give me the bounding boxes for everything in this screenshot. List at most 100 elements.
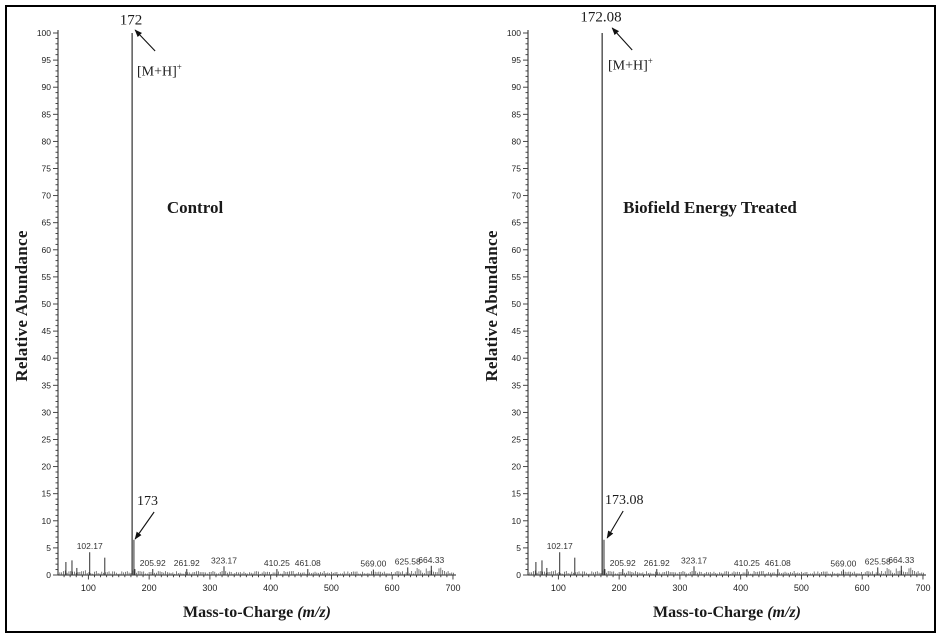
y-tick-label: 60 — [512, 245, 522, 255]
y-tick-label: 70 — [512, 191, 522, 201]
adduct-text: [M+H] — [608, 58, 648, 74]
y-tick-label: 40 — [42, 353, 52, 363]
peak-value-label: 625.58 — [865, 556, 891, 566]
y-tick-label: 25 — [512, 435, 522, 445]
panel-title: Control — [166, 198, 224, 217]
x-tick-label: 200 — [142, 583, 157, 593]
peak-value-label: 625.58 — [395, 556, 421, 566]
y-tick-label: 25 — [42, 435, 52, 445]
isotope-peak-label: 173.08 — [605, 493, 644, 508]
y-tick-label: 20 — [42, 462, 52, 472]
x-tick-label: 400 — [733, 583, 748, 593]
y-tick-label: 5 — [46, 543, 51, 553]
panel-title: Biofield Energy Treated — [623, 198, 797, 217]
y-tick-label: 55 — [42, 272, 52, 282]
x-axis-label-mz: (m/z) — [297, 604, 331, 621]
y-axis-label: Relative Abundance — [12, 230, 31, 382]
y-tick-label: 70 — [42, 191, 52, 201]
base-peak-arrow — [134, 29, 156, 52]
isotope-peak-arrow — [134, 511, 155, 540]
x-tick-label: 600 — [855, 583, 870, 593]
y-tick-label: 50 — [42, 299, 52, 309]
y-tick-label: 10 — [512, 516, 522, 526]
y-tick-label: 10 — [42, 516, 52, 526]
y-axis-label: Relative Abundance — [482, 230, 501, 382]
y-tick-label: 45 — [512, 326, 522, 336]
y-tick-label: 65 — [512, 218, 522, 228]
peak-value-label: 323.17 — [681, 555, 707, 565]
y-tick-label: 5 — [516, 543, 521, 553]
y-tick-label: 15 — [512, 489, 522, 499]
y-tick-label: 0 — [516, 570, 521, 580]
x-tick-label: 400 — [263, 583, 278, 593]
x-axis-label-text: Mass-to-Charge — [653, 604, 764, 621]
x-tick-label: 700 — [915, 583, 930, 593]
x-tick-label: 600 — [385, 583, 400, 593]
x-tick-label: 500 — [794, 583, 809, 593]
x-axis-label-mz: (m/z) — [767, 604, 801, 621]
y-tick-label: 80 — [42, 136, 52, 146]
peak-value-label: 323.17 — [211, 555, 237, 565]
adduct-charge: + — [176, 62, 182, 72]
y-tick-label: 90 — [512, 82, 522, 92]
y-tick-label: 75 — [42, 164, 52, 174]
peak-value-label: 664.33 — [418, 555, 444, 565]
peak-value-label: 461.08 — [295, 558, 321, 568]
adduct-text: [M+H] — [137, 64, 177, 80]
y-tick-label: 100 — [507, 28, 521, 38]
y-tick-label: 95 — [42, 55, 52, 65]
y-tick-label: 35 — [42, 380, 52, 390]
peak-value-label: 410.25 — [734, 558, 760, 568]
y-tick-label: 45 — [42, 326, 52, 336]
x-tick-label: 300 — [672, 583, 687, 593]
peak-value-label: 261.92 — [644, 558, 670, 568]
peak-value-label: 461.08 — [765, 558, 791, 568]
base-peak-label: 172.08 — [580, 9, 622, 26]
y-tick-label: 80 — [512, 136, 522, 146]
x-tick-label: 700 — [445, 583, 460, 593]
peak-value-label: 205.92 — [140, 558, 166, 568]
isotope-peak-arrow — [606, 510, 624, 539]
spectrum-treated: 0 5 10 15 20 25 30 35 40 45 50 55 60 65 70 75 80 85 90 95 10… — [507, 27, 930, 593]
x-tick-label: 100 — [551, 583, 566, 593]
y-tick-label: 65 — [42, 218, 52, 228]
x-axis-label: Mass-to-Charge (m/z) — [183, 604, 331, 622]
base-peak-arrow — [611, 27, 633, 51]
y-tick-label: 50 — [512, 299, 522, 309]
y-tick-label: 95 — [512, 55, 522, 65]
y-tick-label: 20 — [512, 462, 522, 472]
y-tick-label: 30 — [512, 407, 522, 417]
x-axis-label: Mass-to-Charge (m/z) — [653, 604, 801, 622]
y-tick-label: 30 — [42, 407, 52, 417]
peak-value-label: 410.25 — [264, 558, 290, 568]
spectrum-control: 0 5 10 15 20 25 30 35 40 45 50 55 60 65 70 75 80 85 90 95 10… — [37, 28, 461, 593]
adduct-charge: + — [647, 56, 653, 66]
y-tick-label: 40 — [512, 353, 522, 363]
peak-value-label: 569.00 — [360, 559, 386, 569]
peak-value-label: 261.92 — [174, 558, 200, 568]
adduct-annotation: [M+H]+ — [608, 56, 653, 75]
x-tick-label: 100 — [81, 583, 96, 593]
x-tick-label: 200 — [612, 583, 627, 593]
peak-value-label: 664.33 — [888, 555, 914, 565]
y-tick-label: 75 — [512, 164, 522, 174]
peak-value-label: 569.00 — [830, 559, 856, 569]
y-tick-label: 90 — [42, 82, 52, 92]
y-tick-label: 60 — [42, 245, 52, 255]
x-axis-label-text: Mass-to-Charge — [183, 604, 294, 621]
y-tick-label: 15 — [42, 489, 52, 499]
y-tick-label: 85 — [512, 109, 522, 119]
y-tick-label: 55 — [512, 272, 522, 282]
x-tick-label: 500 — [324, 583, 339, 593]
y-tick-label: 35 — [512, 380, 522, 390]
y-tick-label: 85 — [42, 109, 52, 119]
adduct-annotation: [M+H]+ — [137, 62, 182, 81]
peak-value-label: 205.92 — [610, 558, 636, 568]
base-peak-label: 172 — [119, 12, 143, 29]
peak-value-label: 102.17 — [547, 541, 573, 551]
y-tick-label: 100 — [37, 28, 51, 38]
isotope-peak-label: 173 — [137, 494, 158, 509]
x-tick-label: 300 — [202, 583, 217, 593]
